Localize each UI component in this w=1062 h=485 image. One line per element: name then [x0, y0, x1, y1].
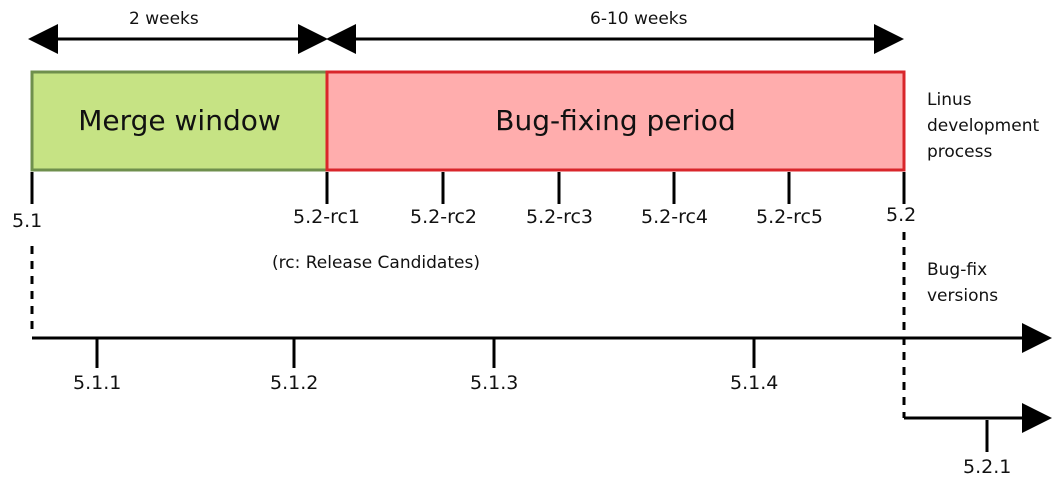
dev-tick-label: 5.2-rc4 — [641, 206, 709, 228]
rc-note: (rc: Release Candidates) — [272, 253, 480, 273]
process-side-line1: Linus — [927, 90, 972, 110]
bugfix-side-line2: versions — [927, 286, 999, 306]
merge-duration-label: 2 weeks — [129, 9, 199, 29]
dev-tick-label: 5.2-rc2 — [410, 206, 478, 228]
dev-tick-label: 5.1 — [12, 210, 43, 232]
merge-window-label: Merge window — [78, 104, 281, 137]
stable-tick-label: 5.1.3 — [470, 372, 519, 394]
stable-tick-label: 5.1.2 — [270, 372, 319, 394]
dev-tick-label: 5.2 — [886, 204, 917, 226]
process-side-line3: process — [927, 142, 993, 162]
process-side-line2: development — [927, 116, 1040, 136]
bugfix-side-label: Bug-fix versions — [927, 257, 998, 309]
bug-fixing-box — [325, 70, 906, 172]
dev-tick-label: 5.2-rc5 — [756, 206, 824, 228]
process-side-label: Linus development process — [927, 87, 1039, 165]
dev-ticks — [30, 172, 906, 204]
stable-ticks — [95, 338, 756, 368]
stable-tick-label: 5.2.1 — [963, 456, 1012, 478]
bugfix-side-line1: Bug-fix — [927, 260, 988, 280]
dev-tick-label: 5.2-rc1 — [293, 206, 361, 228]
merge-window-box — [30, 70, 329, 172]
stable-tick-label: 5.1.4 — [730, 372, 779, 394]
stable-tick-label: 5.1.1 — [73, 372, 122, 394]
bugfix-duration-label: 6-10 weeks — [590, 9, 688, 29]
dev-tick-label: 5.2-rc3 — [526, 206, 594, 228]
bug-fixing-label: Bug-fixing period — [495, 104, 736, 137]
